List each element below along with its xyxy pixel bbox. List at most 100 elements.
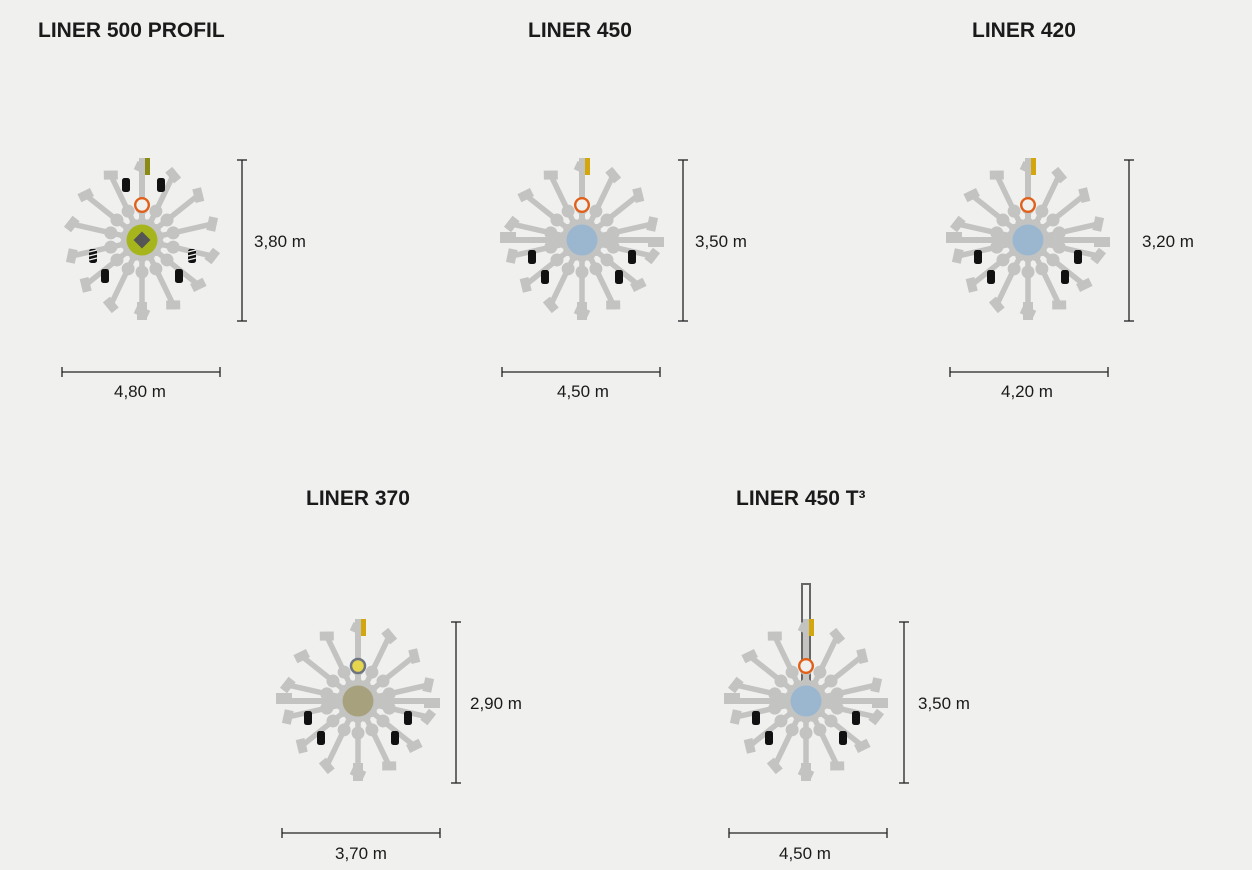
- tine-holder: [204, 247, 221, 265]
- tine-holder: [1023, 302, 1033, 320]
- tine-holder: [767, 631, 782, 641]
- arm-joint: [996, 253, 1010, 267]
- tine-holder: [989, 170, 1004, 180]
- arm-joint: [166, 226, 180, 240]
- arm-joint: [606, 226, 620, 240]
- tine-holder: [279, 676, 296, 694]
- rake-diagram-liner-500-profil: [63, 158, 221, 320]
- ring-icon: [573, 197, 590, 214]
- hitch-frame: [809, 619, 814, 636]
- wheel-icon: [122, 178, 130, 192]
- arm-joint: [149, 204, 163, 218]
- arm-joint: [830, 687, 844, 701]
- height-label: 2,90 m: [470, 694, 522, 713]
- tine-holder: [646, 216, 659, 232]
- tine-holder: [729, 709, 742, 725]
- arm-joint: [813, 665, 827, 679]
- tine-holder: [577, 302, 587, 320]
- wheel-icon: [541, 270, 549, 284]
- tine-holder: [505, 248, 518, 264]
- arm-joint: [160, 213, 174, 227]
- machine-title-liner-500-profil: LINER 500 PROFIL: [38, 19, 225, 42]
- indicator-icon: [349, 657, 367, 675]
- tine-holder: [606, 300, 621, 310]
- arm-joint: [365, 723, 379, 737]
- wheel-icon: [304, 711, 312, 725]
- tire-tread: [187, 257, 197, 261]
- tine-holder: [605, 166, 622, 184]
- wheel-icon: [974, 250, 982, 264]
- tine-holder: [353, 763, 363, 781]
- tine-holder: [648, 239, 664, 247]
- ring-icon: [133, 197, 150, 214]
- tine-holder: [872, 700, 888, 708]
- tire-tread: [187, 249, 197, 253]
- width-dimension-line: [949, 367, 1109, 377]
- tine-holder: [281, 709, 294, 725]
- arm-joint: [774, 714, 788, 728]
- wheel-icon: [391, 731, 399, 745]
- hitch-frame: [585, 158, 590, 175]
- rake-diagram-liner-370: [276, 619, 440, 781]
- rotor-hub: [566, 224, 598, 256]
- tine-holder: [165, 166, 182, 184]
- arm-joint: [824, 674, 838, 688]
- wheel-icon: [1061, 270, 1069, 284]
- arm-joint: [600, 213, 614, 227]
- rotor: [276, 619, 440, 781]
- tine-holder: [542, 296, 559, 314]
- tine-holder: [503, 215, 520, 233]
- wheel-icon: [628, 250, 636, 264]
- tine-holder: [406, 738, 423, 754]
- tine-holder: [1078, 187, 1091, 203]
- wheel-icon: [101, 269, 109, 283]
- arm-joint: [110, 253, 124, 267]
- arm-joint: [824, 714, 838, 728]
- height-dimension-line: [899, 621, 909, 784]
- tine-holder: [727, 676, 744, 694]
- arm-joint: [990, 240, 1004, 254]
- width-dimension-line: [728, 828, 888, 838]
- wheel-icon: [839, 731, 847, 745]
- tine-holder: [408, 648, 421, 664]
- tine-holder: [830, 761, 845, 771]
- tine-holder: [741, 648, 758, 664]
- wheel-icon: [404, 711, 412, 725]
- arm-joint: [351, 726, 365, 740]
- arm-joint: [768, 701, 782, 715]
- tine-holder: [801, 763, 811, 781]
- tine-holder: [963, 187, 980, 203]
- height-dimension-line: [678, 159, 688, 322]
- tine-holder: [988, 296, 1005, 314]
- arm-joint: [550, 253, 564, 267]
- tine-holder: [1094, 239, 1110, 247]
- tine-holder: [276, 693, 292, 702]
- arm-joint: [561, 204, 575, 218]
- tine-holder: [517, 187, 534, 203]
- arm-joint: [561, 262, 575, 276]
- rake-diagram-liner-450: [500, 158, 664, 320]
- arm-joint: [1021, 265, 1035, 279]
- tine-holder: [103, 170, 118, 180]
- tine-holder: [856, 648, 869, 664]
- tine-holder: [318, 757, 335, 775]
- height-label: 3,50 m: [695, 232, 747, 251]
- tine-holder: [951, 248, 964, 264]
- wheel-icon: [175, 269, 183, 283]
- hitch-frame: [1031, 158, 1036, 175]
- hitch-frame: [361, 619, 366, 636]
- rotor-hub: [790, 685, 822, 717]
- tine-holder: [293, 648, 310, 664]
- tine-holder: [79, 277, 92, 293]
- arm-joint: [1052, 226, 1066, 240]
- ring-icon: [1019, 197, 1036, 214]
- wheel-icon: [987, 270, 995, 284]
- tine-holder: [630, 277, 647, 293]
- arm-joint: [589, 262, 603, 276]
- tine-holder: [63, 215, 80, 233]
- rotor: [946, 158, 1110, 320]
- width-label: 3,70 m: [335, 844, 387, 863]
- tire-tread: [88, 249, 98, 253]
- tine-holder: [868, 708, 885, 726]
- wheel-icon: [752, 711, 760, 725]
